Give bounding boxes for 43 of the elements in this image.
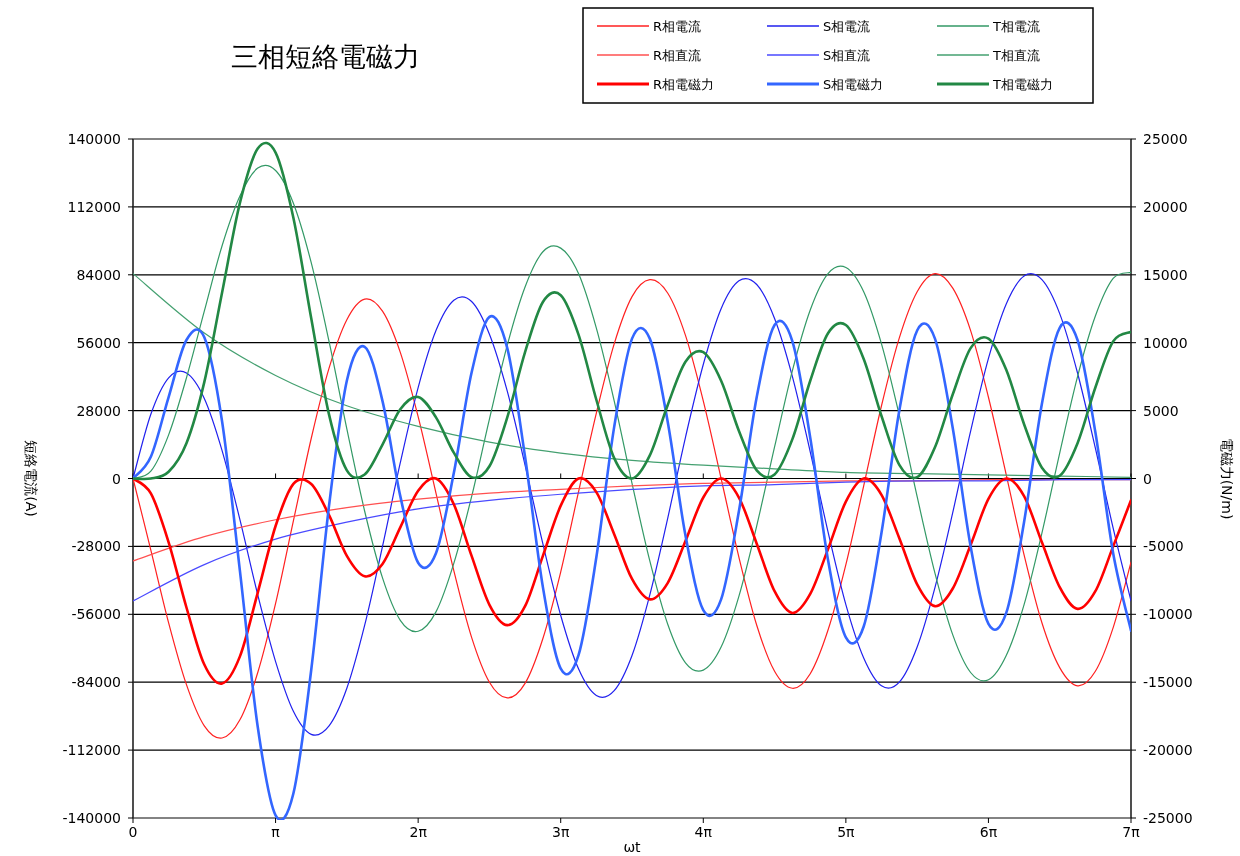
legend-label: S相電磁力 xyxy=(823,77,884,92)
x-tick-label: 4π xyxy=(694,824,713,840)
y-tick-label: -56000 xyxy=(71,606,121,623)
y2-tick-label: -20000 xyxy=(1143,742,1193,759)
y-tick-label: 28000 xyxy=(76,402,121,419)
y-tick-label: -28000 xyxy=(71,538,121,555)
legend-label: S相直流 xyxy=(823,48,871,63)
y-tick-label: -140000 xyxy=(62,810,121,826)
chart-title: 三相短絡電磁力 xyxy=(230,41,420,72)
x-tick-label: 3π xyxy=(552,824,570,840)
y-tick-label: 112000 xyxy=(67,198,121,215)
y2-tick-label: 20000 xyxy=(1143,198,1188,215)
y2-tick-label: 25000 xyxy=(1143,131,1188,147)
y2-tick-label: -10000 xyxy=(1143,606,1193,623)
y-tick-label: 0 xyxy=(112,470,121,487)
y2-tick-label: 0 xyxy=(1143,470,1152,487)
y2-axis-title: 電磁力(N/m) xyxy=(1219,437,1235,520)
x-tick-label: π xyxy=(271,824,281,840)
legend-label: T相直流 xyxy=(992,48,1040,63)
y-tick-label: -84000 xyxy=(71,674,121,691)
x-tick-label: 6π xyxy=(979,824,998,840)
x-tick-label: 2π xyxy=(409,824,428,840)
y-tick-label: 56000 xyxy=(76,334,121,351)
y-tick-label: 140000 xyxy=(67,131,121,147)
legend-label: R相電磁力 xyxy=(653,77,715,92)
y2-tick-label: 10000 xyxy=(1143,334,1188,351)
y2-tick-label: 5000 xyxy=(1143,402,1179,419)
y-axis-title: 短絡電流(A) xyxy=(23,440,39,517)
y2-tick-label: -25000 xyxy=(1143,810,1193,826)
legend-label: T相電流 xyxy=(992,19,1040,34)
legend-label: R相電流 xyxy=(653,19,702,34)
x-tick-label: 7π xyxy=(1122,824,1141,840)
legend-label: R相直流 xyxy=(653,48,702,63)
x-axis-title: ωt xyxy=(623,839,642,855)
legend-label: S相電流 xyxy=(823,19,871,34)
y2-tick-label: -15000 xyxy=(1143,674,1193,691)
y2-tick-label: -5000 xyxy=(1143,538,1184,555)
legend-label: T相電磁力 xyxy=(992,77,1053,92)
y-tick-label: -112000 xyxy=(62,742,121,759)
y-tick-label: 84000 xyxy=(76,266,121,283)
x-tick-label: 5π xyxy=(837,824,856,840)
y2-tick-label: 15000 xyxy=(1143,266,1188,283)
x-tick-label: 0 xyxy=(128,824,138,840)
